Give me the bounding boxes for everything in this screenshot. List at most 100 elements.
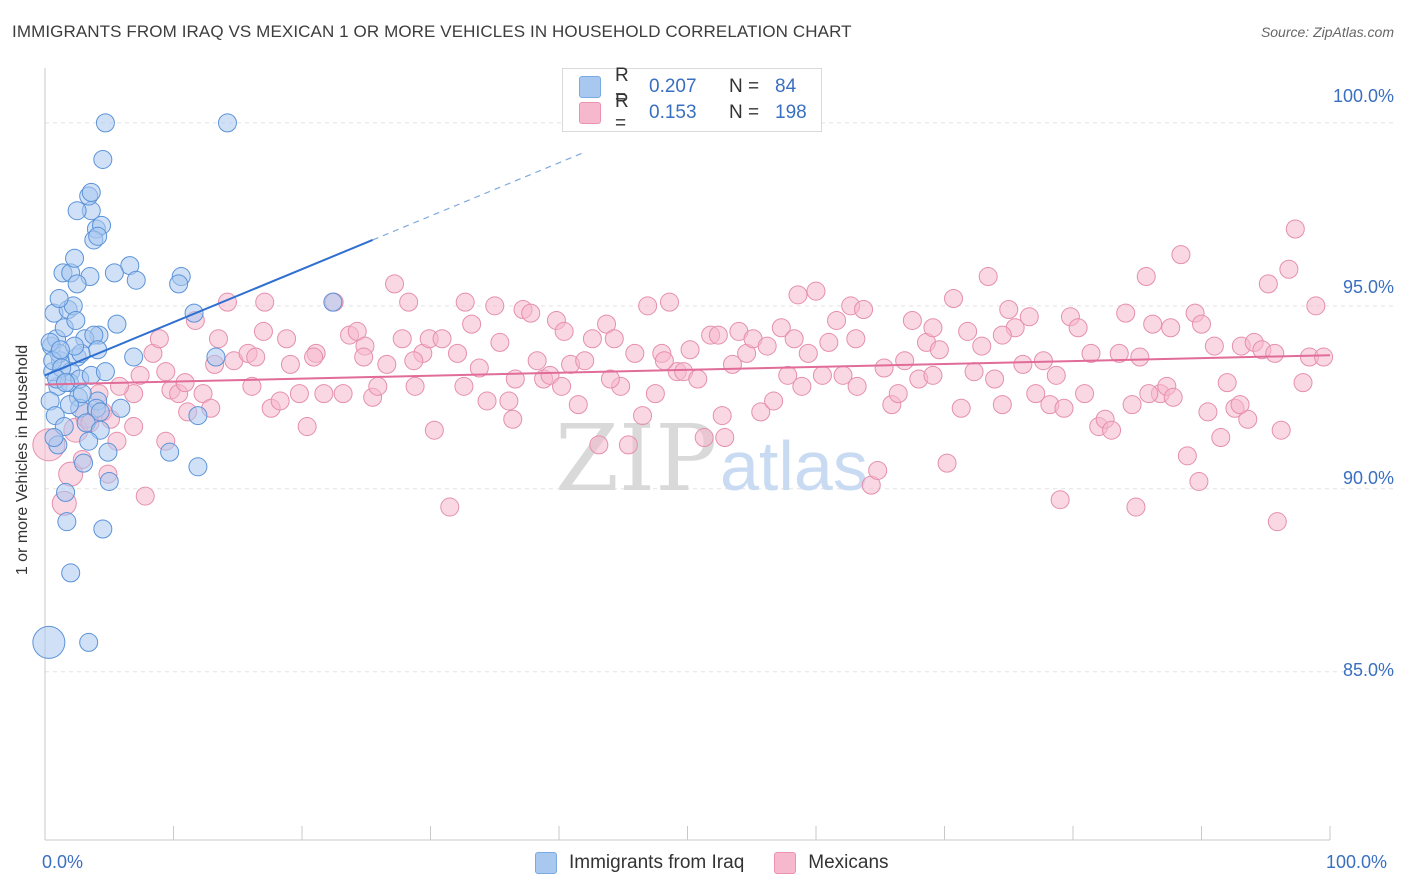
scatter-point [188,457,208,477]
scatter-point [405,376,425,396]
legend-item-mexicans: Mexicans [774,852,889,874]
scatter-point [93,519,113,539]
scatter-point [95,362,115,382]
scatter-point [778,365,798,385]
scatter-point [206,347,226,367]
n-value: 198 [775,102,807,123]
scatter-point [1192,314,1211,334]
scatter-point [65,248,85,268]
scatter-point [708,325,728,345]
scatter-point [978,267,998,287]
trend-line-mexicans [44,354,1331,386]
watermark-zip: ZIP [555,405,717,512]
y-tick-95: 95.0% [1342,277,1394,297]
r-value: 0.207 [649,76,697,97]
scatter-point [645,384,665,404]
scatter-point [985,369,1005,389]
scatter-point [1109,343,1129,363]
scatter-point [1177,446,1197,466]
scatter-point [597,314,617,334]
scatter-point [32,625,66,659]
r-label: R = [615,65,629,108]
scatter-point [90,402,110,422]
scatter-point [95,113,115,133]
scatter-point [694,428,714,448]
scatter-point [193,384,213,404]
scatter-point [477,391,497,411]
scatter-point [1013,354,1033,374]
scatter-point [333,384,353,404]
scatter-point [771,318,791,338]
scatter-point [1230,395,1250,415]
trend-line-iraq-extension [372,151,585,241]
scatter-point [455,292,475,312]
scatter-point [98,442,118,462]
scatter-point [1271,420,1291,440]
scatter-point [1143,314,1163,334]
scatter-point [503,409,523,429]
legend-swatch [535,852,557,874]
scatter-point [688,369,708,389]
scatter-point [61,563,81,583]
gridlines [45,122,1395,673]
x-tick-100: 100.0% [1326,852,1388,872]
scatter-point [1046,365,1066,385]
scatter-point [568,395,588,415]
scatter-point [902,310,922,330]
scatter-point [847,376,867,396]
scatter-point [169,274,189,294]
scatter-point [447,343,467,363]
watermark-atlas: atlas [720,427,868,505]
scatter-point [1102,420,1122,440]
scatter-point [604,329,624,349]
series-legend: Immigrants from Iraq Mexicans [535,852,919,874]
n-label: N = [729,76,760,97]
scatter-point [1204,336,1224,356]
scatter-point [680,340,700,360]
scatter-point [751,402,771,422]
scatter-point [1026,384,1046,404]
scatter-point [937,453,957,473]
scatter-point [827,310,847,330]
scatter-point [99,471,119,491]
legend-label: Immigrants from Iraq [569,852,745,873]
scatter-point [93,149,113,169]
scatter-points [32,113,1334,659]
scatter-point [432,329,452,349]
scatter-point [625,343,645,363]
scatter-point [788,285,808,305]
n-value: 84 [775,76,797,97]
legend-label: Mexicans [808,852,889,873]
scatter-point [66,310,86,330]
watermark: ZIP atlas [555,405,868,512]
scatter-point [1198,402,1218,422]
scatter-point [589,435,609,455]
scatter-point [56,482,76,502]
scatter-point [110,376,130,396]
scatter-point [929,340,949,360]
scatter-point [1081,343,1101,363]
legend-swatch-iraq [579,76,601,98]
scatter-point [1163,387,1183,407]
scatter-point [253,321,273,341]
scatter-point [654,351,674,371]
scatter-point [242,376,262,396]
scatter-point [540,365,560,385]
scatter-point [124,347,144,367]
scatter-point [1054,398,1074,418]
scatter-point [88,226,108,246]
scatter-point [552,376,572,396]
scatter-point [175,373,195,393]
scatter-point [618,435,638,455]
scatter-point [1293,373,1313,393]
scatter-point [600,369,620,389]
scatter-point [1314,347,1334,367]
scatter-point [895,351,915,371]
scatter-point [79,431,99,451]
scatter-point [130,365,150,385]
scatter-point [972,336,992,356]
scatter-point [126,270,146,290]
scatter-point [107,314,127,334]
legend-row-mexicans: R = 0.153 N = 198 [579,91,807,134]
scatter-point [1116,303,1136,323]
